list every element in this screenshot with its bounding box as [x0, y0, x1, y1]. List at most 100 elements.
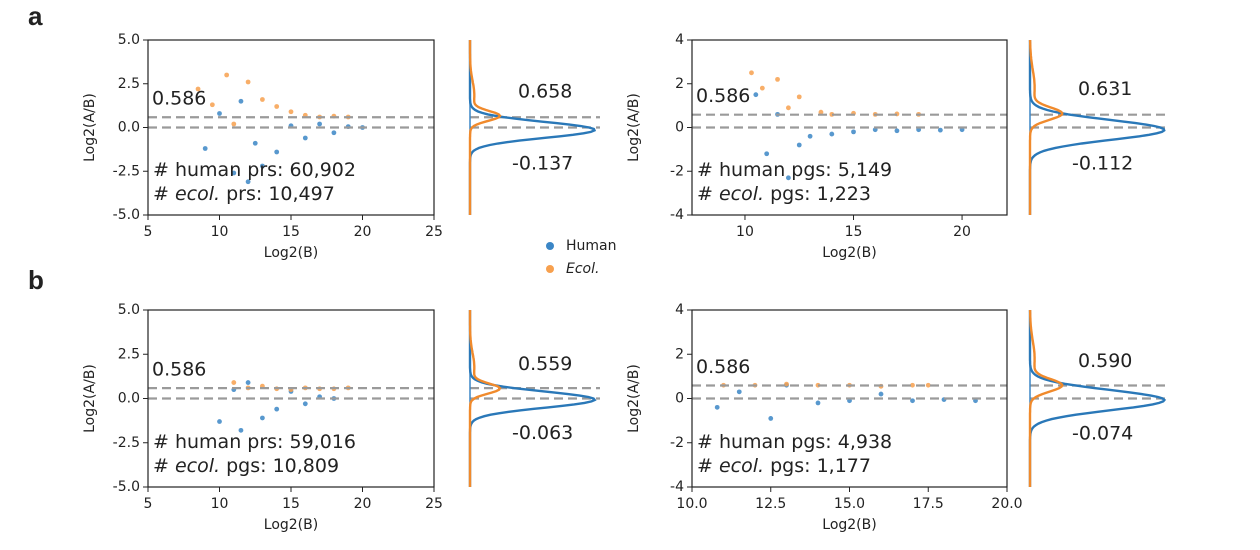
x-tick-label: 17.5	[913, 496, 944, 512]
point	[231, 380, 237, 385]
y-tick-label: 0.0	[118, 391, 140, 407]
count-annotation: # human prs: 59,016	[153, 431, 356, 453]
point	[937, 127, 943, 133]
y-tick-label: -5.0	[113, 479, 140, 495]
point	[302, 401, 308, 407]
y-tick-label: 0.0	[118, 120, 140, 136]
point	[878, 391, 884, 397]
annotation-part: pgs: 1,223	[764, 183, 871, 205]
panel-label: a	[28, 1, 43, 31]
x-tick-label: 5	[144, 224, 153, 240]
point	[317, 121, 322, 127]
point	[764, 151, 770, 157]
point	[829, 131, 835, 137]
point	[785, 105, 791, 111]
annotation-part: ecol.	[175, 183, 220, 205]
x-tick-label: 5	[144, 496, 153, 512]
point	[245, 380, 251, 385]
median-label: -0.074	[1072, 423, 1133, 445]
x-axis-label: Log2(B)	[822, 245, 876, 261]
x-tick-label: 10	[736, 224, 754, 240]
point	[910, 398, 915, 404]
point	[260, 163, 265, 169]
x-tick-label: 15	[845, 224, 863, 240]
x-tick-label: 25	[425, 224, 443, 240]
annotation-part: pgs: 10,809	[220, 455, 339, 477]
point	[818, 109, 824, 115]
density-curve	[1028, 310, 1064, 487]
y-tick-label: -2.5	[113, 163, 140, 179]
annotation-part: # human prs: 60,902	[153, 159, 356, 181]
median-label: 0.559	[518, 353, 572, 375]
point	[245, 179, 251, 185]
annotation-part: #	[697, 183, 719, 205]
legend-swatch	[546, 265, 554, 273]
point	[714, 404, 720, 410]
legend-label: Ecol.	[566, 261, 599, 277]
point	[202, 146, 208, 151]
x-tick-label: 10	[211, 224, 229, 240]
point	[753, 92, 759, 98]
point	[209, 102, 215, 108]
x-tick-label: 15	[282, 496, 300, 512]
y-tick-label: 2	[675, 346, 684, 362]
point	[224, 72, 230, 78]
y-tick-label: 4	[675, 32, 684, 48]
count-annotation: # human prs: 60,902	[153, 159, 356, 181]
reference-label: 0.586	[152, 88, 206, 110]
point	[796, 94, 802, 100]
x-tick-label: 15.0	[834, 496, 865, 512]
median-label: -0.112	[1072, 152, 1133, 174]
count-annotation: # human pgs: 4,938	[697, 431, 892, 453]
point	[815, 400, 821, 406]
y-axis-label: Log2(A/B)	[626, 93, 642, 162]
y-tick-label: 2.5	[118, 76, 140, 92]
reference-label: 0.586	[696, 356, 750, 378]
point	[217, 111, 222, 116]
median-label: -0.063	[512, 422, 573, 444]
point	[260, 415, 265, 421]
annotation-part: prs: 10,497	[220, 183, 335, 205]
median-label: 0.631	[1078, 78, 1132, 100]
point	[759, 85, 765, 91]
annotation-part: pgs: 1,177	[764, 455, 871, 477]
median-label: 0.658	[518, 80, 572, 102]
annotation-part: # human pgs: 5,149	[697, 159, 892, 181]
point	[925, 382, 931, 388]
y-tick-label: -2.5	[113, 435, 140, 451]
annotation-part: # human prs: 59,016	[153, 431, 356, 453]
y-tick-label: 5.0	[118, 302, 140, 318]
x-tick-label: 12.5	[755, 496, 786, 512]
legend-label: Human	[566, 238, 617, 254]
y-tick-label: -5.0	[113, 207, 140, 223]
point	[217, 419, 222, 424]
reference-label: 0.586	[696, 85, 750, 107]
y-tick-label: 2	[675, 76, 684, 92]
annotation-part: ecol.	[175, 455, 220, 477]
median-label: -0.137	[512, 152, 573, 174]
median-label: 0.590	[1078, 350, 1132, 372]
point	[768, 416, 774, 421]
point	[274, 149, 280, 155]
point	[231, 121, 237, 127]
annotation-part: ecol.	[719, 455, 764, 477]
point	[302, 135, 308, 141]
y-tick-label: -4	[670, 479, 684, 495]
y-tick-label: -4	[670, 207, 684, 223]
point	[851, 129, 856, 135]
y-tick-label: 4	[675, 302, 684, 318]
point	[331, 130, 337, 136]
point	[238, 98, 244, 104]
x-tick-label: 10	[211, 496, 229, 512]
x-tick-label: 20.0	[991, 496, 1022, 512]
x-tick-label: 15	[282, 224, 300, 240]
x-axis-label: Log2(B)	[822, 517, 876, 533]
point	[238, 427, 244, 433]
annotation-part: #	[153, 455, 175, 477]
x-tick-label: 25	[425, 496, 443, 512]
point	[796, 142, 802, 148]
x-axis-label: Log2(B)	[264, 245, 318, 261]
point	[231, 170, 237, 176]
x-tick-label: 20	[354, 496, 372, 512]
